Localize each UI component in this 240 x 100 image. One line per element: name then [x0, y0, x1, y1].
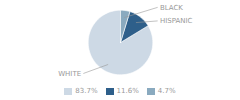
svg-text:BLACK: BLACK	[160, 4, 183, 12]
svg-text:WHITE: WHITE	[58, 70, 81, 78]
svg-text:HISPANIC: HISPANIC	[160, 17, 193, 25]
html-text:83.7%: 83.7%	[75, 87, 98, 95]
html-text:11.6%: 11.6%	[116, 87, 139, 95]
html-text:4.7%: 4.7%	[157, 87, 176, 95]
